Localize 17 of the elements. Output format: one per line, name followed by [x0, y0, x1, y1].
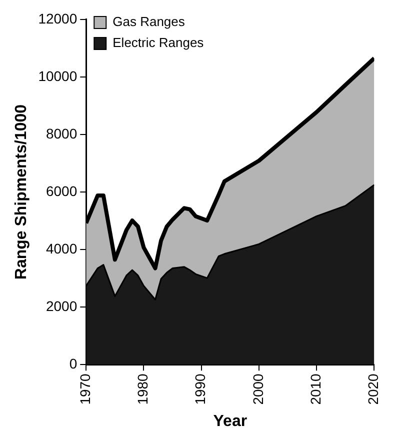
y-tick-label: 0	[69, 356, 78, 372]
y-tick-label: 4000	[46, 240, 78, 256]
y-tick-label: 6000	[46, 182, 78, 199]
legend-label: Gas Ranges	[112, 14, 186, 30]
x-axis-title: Year	[213, 412, 248, 430]
legend-label: Electric Ranges	[112, 35, 204, 50]
x-tick-label: 1970	[76, 373, 93, 405]
y-tick-label: 2000	[46, 298, 78, 314]
x-tick-label: 2020	[365, 373, 382, 405]
x-tick-label: 1990	[192, 373, 208, 405]
x-tick-label: 2010	[307, 373, 324, 405]
y-tick-label: 10000	[38, 68, 78, 84]
x-tick-label: 2000	[250, 373, 266, 405]
y-tick-label: 12000	[38, 10, 78, 26]
y-axis-title: Range Shipments/1000	[13, 104, 30, 280]
x-tick-label: 1980	[134, 373, 151, 405]
y-tick-label: 8000	[46, 125, 78, 142]
